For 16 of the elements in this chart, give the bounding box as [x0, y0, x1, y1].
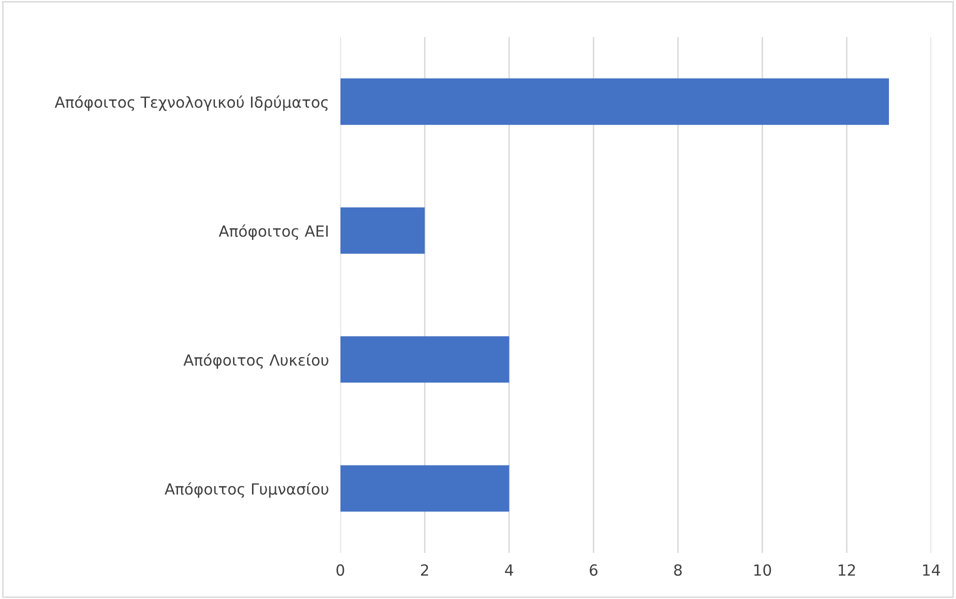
y-tick-label: Απόφοιτος ΑΕΙ [218, 224, 328, 240]
x-tick-label: 10 [754, 564, 772, 576]
x-tick-label: 2 [420, 564, 428, 576]
x-tick-label: 0 [336, 564, 344, 576]
y-tick-label: Απόφοιτος Λυκείου [183, 353, 328, 369]
x-tick-label: 8 [674, 564, 682, 576]
y-tick-label: Απόφοιτος Γυμνασίου [164, 482, 328, 498]
x-tick-label: 14 [923, 564, 940, 576]
bar [340, 465, 510, 512]
x-tick-label: 6 [590, 564, 598, 576]
bar [340, 78, 889, 125]
y-tick-label: Απόφοιτος Τεχνολογικού Ιδρύματος [54, 95, 328, 111]
x-tick-label: 4 [505, 564, 514, 576]
bar [340, 207, 425, 254]
bar [340, 336, 510, 383]
x-tick-label: 12 [838, 564, 855, 576]
